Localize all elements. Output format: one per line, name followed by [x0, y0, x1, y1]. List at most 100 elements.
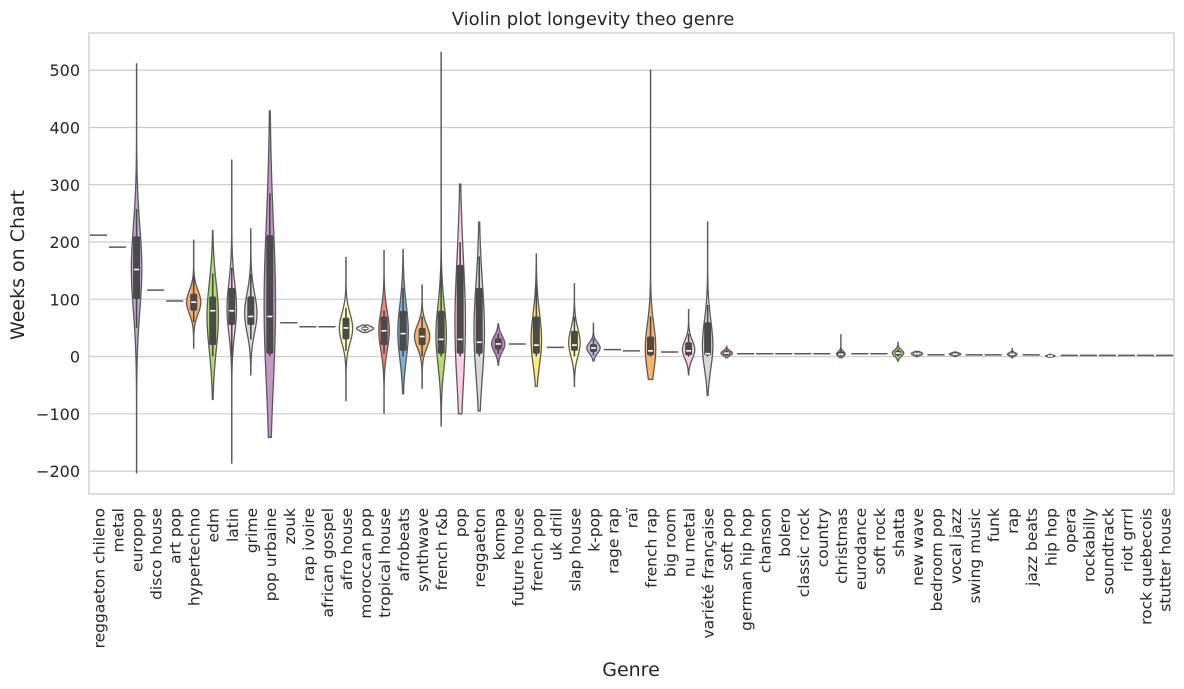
violin-edm — [206, 229, 220, 401]
x-tick-label: christmas — [833, 508, 851, 584]
x-tick-labels: reggaeton chileno metal europop disco house… — [91, 507, 1175, 648]
y-tick-label: 200 — [49, 233, 80, 252]
violin-nu-metal — [681, 308, 696, 376]
x-tick-label: vocal jazz — [947, 508, 965, 584]
violin-box — [647, 336, 655, 356]
x-tick-label: french pop — [528, 508, 546, 591]
violin-christmas — [835, 334, 846, 359]
x-tick-label: soundtrack — [1099, 508, 1117, 595]
x-tick-label: raï — [624, 507, 642, 528]
x-tick-label: rap ivoire — [300, 508, 318, 581]
violin-french-r-b — [435, 51, 448, 427]
x-tick-label: big room — [662, 508, 680, 577]
violin-box — [399, 310, 407, 351]
violin-k-pop — [586, 322, 601, 362]
x-tick-label: tropical house — [376, 508, 394, 618]
violin-kompa — [490, 323, 506, 366]
x-tick-label: art pop — [167, 508, 185, 564]
x-tick-label: bolero — [776, 508, 794, 557]
violin-afro-house — [338, 256, 354, 402]
x-tick-label: shatta — [890, 508, 908, 557]
violin-body — [435, 51, 448, 427]
x-tick-label: opera — [1061, 508, 1079, 553]
x-tick-label: funk — [985, 508, 1003, 542]
violin-box — [570, 330, 578, 351]
violin-afrobeats — [397, 248, 409, 395]
y-tick-label: −200 — [36, 462, 80, 481]
violin-latin — [226, 159, 238, 464]
violin-vari-t-fran-aise — [701, 221, 714, 397]
x-tick-label: nu metal — [681, 508, 699, 577]
x-tick-label: afro house — [338, 508, 356, 590]
x-tick-label: future house — [509, 508, 527, 606]
x-tick-label: pop — [452, 508, 470, 537]
y-tick-label: 0 — [70, 348, 80, 367]
x-tick-label: country — [814, 508, 832, 567]
x-tick-label: moroccan pop — [357, 508, 375, 619]
violin-box — [532, 316, 540, 354]
x-tick-label: african gospel — [319, 508, 337, 617]
violins — [89, 51, 1174, 474]
violin-shatta — [891, 341, 905, 362]
x-tick-label: riot grrrl — [1118, 508, 1136, 572]
violin-hip-hop — [1044, 353, 1056, 358]
plot-frame — [88, 32, 1175, 495]
x-tick-label: synthwave — [414, 508, 432, 592]
x-tick-label: grime — [243, 508, 261, 553]
violin-soft-pop — [720, 345, 734, 359]
x-tick-label: new wave — [909, 508, 927, 586]
x-tick-label: uk drill — [547, 508, 565, 561]
y-tick-labels: −200 −100 0 100 200 300 400 500 — [36, 61, 80, 481]
chart-title: Violin plot longevity theo genre — [452, 9, 735, 30]
violin-grime — [243, 228, 258, 376]
violin-box — [704, 322, 712, 356]
violin-box — [475, 287, 483, 354]
x-axis-label: Genre — [602, 659, 660, 681]
violin-box — [228, 287, 236, 326]
y-tick-label: 300 — [49, 176, 80, 195]
x-tick-label: metal — [110, 508, 128, 553]
x-tick-label: soft rock — [871, 508, 889, 575]
violin-hypertechno — [185, 239, 202, 349]
x-tick-label: rage rap — [604, 508, 622, 574]
x-tick-label: latin — [224, 508, 242, 542]
violin-europop — [130, 63, 143, 474]
violin-body — [835, 334, 846, 359]
x-tick-label: afrobeats — [395, 508, 413, 582]
violin-synthwave — [413, 284, 431, 389]
violin-box — [685, 342, 693, 356]
violin-pop — [454, 183, 467, 415]
violin-slap-house — [568, 283, 581, 387]
x-tick-label: chanson — [757, 508, 775, 573]
x-tick-label: german hip hop — [738, 508, 756, 631]
violin-body — [644, 69, 657, 381]
x-tick-label: french r&b — [433, 508, 451, 590]
violin-box — [247, 296, 255, 326]
x-tick-label: hypertechno — [186, 508, 204, 606]
y-tick-label: 500 — [49, 61, 80, 80]
x-tick-label: hip hop — [1042, 508, 1060, 566]
x-tick-label: disco house — [148, 508, 166, 600]
x-tick-label: europop — [129, 508, 147, 572]
x-tick-label: eurodance — [852, 508, 870, 590]
y-tick-label: 400 — [49, 118, 80, 137]
violin-box — [266, 235, 274, 354]
violin-vocal-jazz — [948, 351, 962, 358]
x-tick-label: french rap — [643, 508, 661, 588]
y-axis-label: Weeks on Chart — [7, 190, 29, 340]
x-tick-label: reggaeton chileno — [91, 508, 109, 648]
y-tick-label: −100 — [36, 405, 80, 424]
x-tick-label: stutter house — [1156, 508, 1174, 612]
x-tick-label: rap — [1004, 508, 1022, 534]
x-tick-label: rockabilly — [1080, 508, 1098, 582]
x-tick-label: k-pop — [585, 508, 603, 552]
x-tick-label: edm — [205, 508, 223, 542]
violin-box — [133, 236, 141, 300]
x-tick-label: bedroom pop — [928, 508, 946, 611]
violin-rap — [1006, 347, 1018, 359]
x-tick-label: pop urbaine — [262, 508, 280, 601]
x-tick-label: soft pop — [719, 508, 737, 571]
violin-moroccan-pop — [355, 324, 375, 334]
x-tick-label: jazz beats — [1023, 508, 1041, 587]
